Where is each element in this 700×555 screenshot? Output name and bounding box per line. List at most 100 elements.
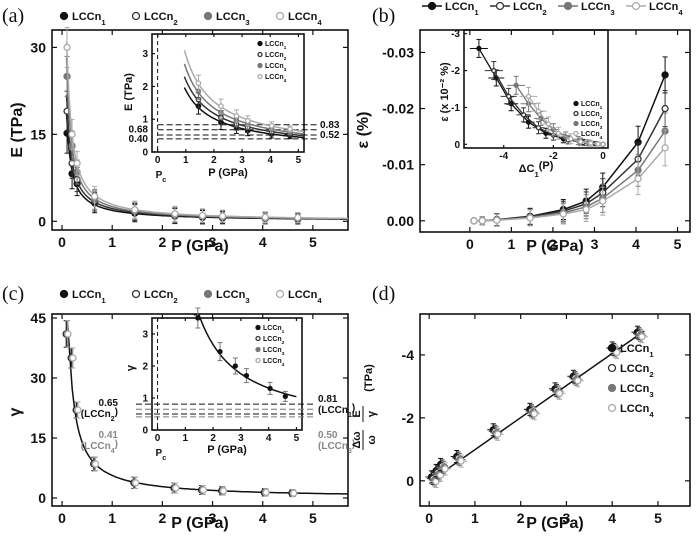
y-tick-label: 15 — [30, 126, 46, 142]
y-tick-label: 30 — [30, 370, 46, 386]
legend-marker — [631, 1, 641, 11]
x-tick-label: 4 — [632, 236, 640, 252]
data-point — [294, 213, 302, 222]
data-point — [634, 175, 642, 183]
data-point — [218, 212, 227, 220]
x-tick-label: 5 — [674, 236, 682, 252]
y-axis-title: E (TPa) — [9, 102, 26, 157]
inset-data-point — [244, 118, 251, 124]
data-point — [198, 211, 207, 220]
data-point — [68, 130, 76, 138]
inset-data-point — [535, 125, 542, 131]
y-tick-label: 3 — [142, 330, 148, 341]
legend-subscript: 3 — [649, 390, 653, 399]
legend-label: LCCn4 — [263, 358, 285, 368]
legend-subscript: 3 — [282, 351, 285, 357]
y-tick-label: -2 — [402, 410, 415, 426]
data-point — [219, 487, 228, 495]
y-tick-label: 0 — [142, 148, 148, 159]
legend-subscript: 2 — [542, 8, 546, 17]
legend-subscript: 2 — [600, 115, 603, 121]
x-tick-label: -2 — [549, 151, 558, 162]
inset-data-point — [268, 122, 275, 129]
legend-label: LCCn4 — [581, 131, 603, 141]
x-axis-title: P (GPa) — [526, 515, 584, 532]
legend-label: LCCn4 — [288, 11, 322, 27]
data-point — [582, 205, 590, 214]
annotation: 0.65 — [99, 398, 119, 409]
legend-marker — [203, 11, 213, 21]
inset-x-subscript: 1 — [534, 170, 539, 179]
panel-d: (d) 0 1 2 3 4 5 0 -2 -4 P (GPa) Δω ω E γ (TPa) LCCn1 LCCn… — [351, 283, 691, 532]
inset-data-point — [535, 108, 542, 114]
x-tick-label: 5 — [296, 155, 302, 166]
legend-label: LCCn3 — [620, 383, 654, 399]
legend-subscript: 2 — [173, 18, 177, 27]
x-tick-label: 1 — [108, 510, 116, 526]
inset-data-point — [555, 130, 561, 136]
data-point — [493, 216, 501, 224]
y-tick-label: 0 — [38, 213, 46, 229]
inset-fit-curve — [183, 87, 305, 139]
data-point — [457, 457, 465, 465]
x-tick-label: 0 — [58, 510, 66, 526]
legend-marker — [257, 73, 263, 80]
x-tick-label: 0 — [425, 510, 433, 526]
x-tick-label: 5 — [294, 433, 300, 444]
plot-area — [419, 313, 691, 507]
data-point — [478, 217, 486, 225]
legend-subscript: 3 — [245, 296, 249, 305]
data-point — [290, 489, 298, 497]
x-tick-label: 4 — [259, 234, 267, 250]
x-tick-label: 1 — [471, 510, 479, 526]
annotation: (LCCn3) — [318, 439, 355, 455]
x-tick-label: 5 — [654, 510, 662, 526]
annotation-paren: ) — [352, 439, 355, 450]
x-tick-label: 2 — [211, 155, 217, 166]
legend-label: LCCn1 — [620, 343, 654, 359]
legend-subscript: 4 — [678, 8, 683, 17]
y-title-denominator: γ — [366, 410, 378, 417]
x-tick-label: 0 — [466, 236, 474, 252]
legend-marker — [131, 11, 141, 21]
legend-marker — [427, 1, 437, 11]
pc-label: Pc — [156, 448, 167, 462]
fit-curve — [65, 94, 348, 220]
annotation: 0.83 — [320, 120, 340, 131]
x-tick-label: 4 — [266, 433, 272, 444]
legend-marker — [255, 346, 261, 353]
annotation: 0.52 — [320, 130, 340, 141]
legend-marker — [275, 289, 285, 299]
x-tick-label: 4 — [608, 510, 616, 526]
inset-data-point — [243, 372, 250, 379]
data-point — [555, 389, 564, 398]
y-tick-label: 2 — [142, 82, 148, 93]
plot-area — [51, 313, 349, 507]
x-tick-label: -4 — [499, 151, 508, 162]
legend-subscript: 4 — [282, 362, 285, 368]
inset-series-line — [478, 48, 604, 145]
legend-label: LCCn2 — [144, 289, 178, 305]
legend-marker — [257, 62, 263, 69]
inset-x-title: P (GPa) — [208, 167, 248, 179]
annotation: (LCCn1) — [318, 403, 355, 419]
inset-data-point — [595, 141, 601, 147]
annotation-paren: ) — [115, 407, 118, 418]
legend-marker — [275, 11, 285, 21]
series-line — [474, 108, 666, 222]
x-tick-label: 4 — [267, 155, 273, 166]
inset-data-point — [282, 393, 288, 400]
inset-data-point — [491, 67, 497, 74]
annotation: (LCCn2) — [81, 407, 118, 423]
inset-data-point — [195, 80, 202, 87]
inset-plot-area — [463, 29, 609, 149]
data-point — [661, 71, 669, 79]
inset-data-point — [267, 385, 273, 392]
legend-subscript: 1 — [600, 105, 603, 111]
annotation: 0.50 — [318, 430, 338, 441]
data-point — [261, 213, 269, 221]
legend-subscript: 1 — [282, 329, 285, 335]
